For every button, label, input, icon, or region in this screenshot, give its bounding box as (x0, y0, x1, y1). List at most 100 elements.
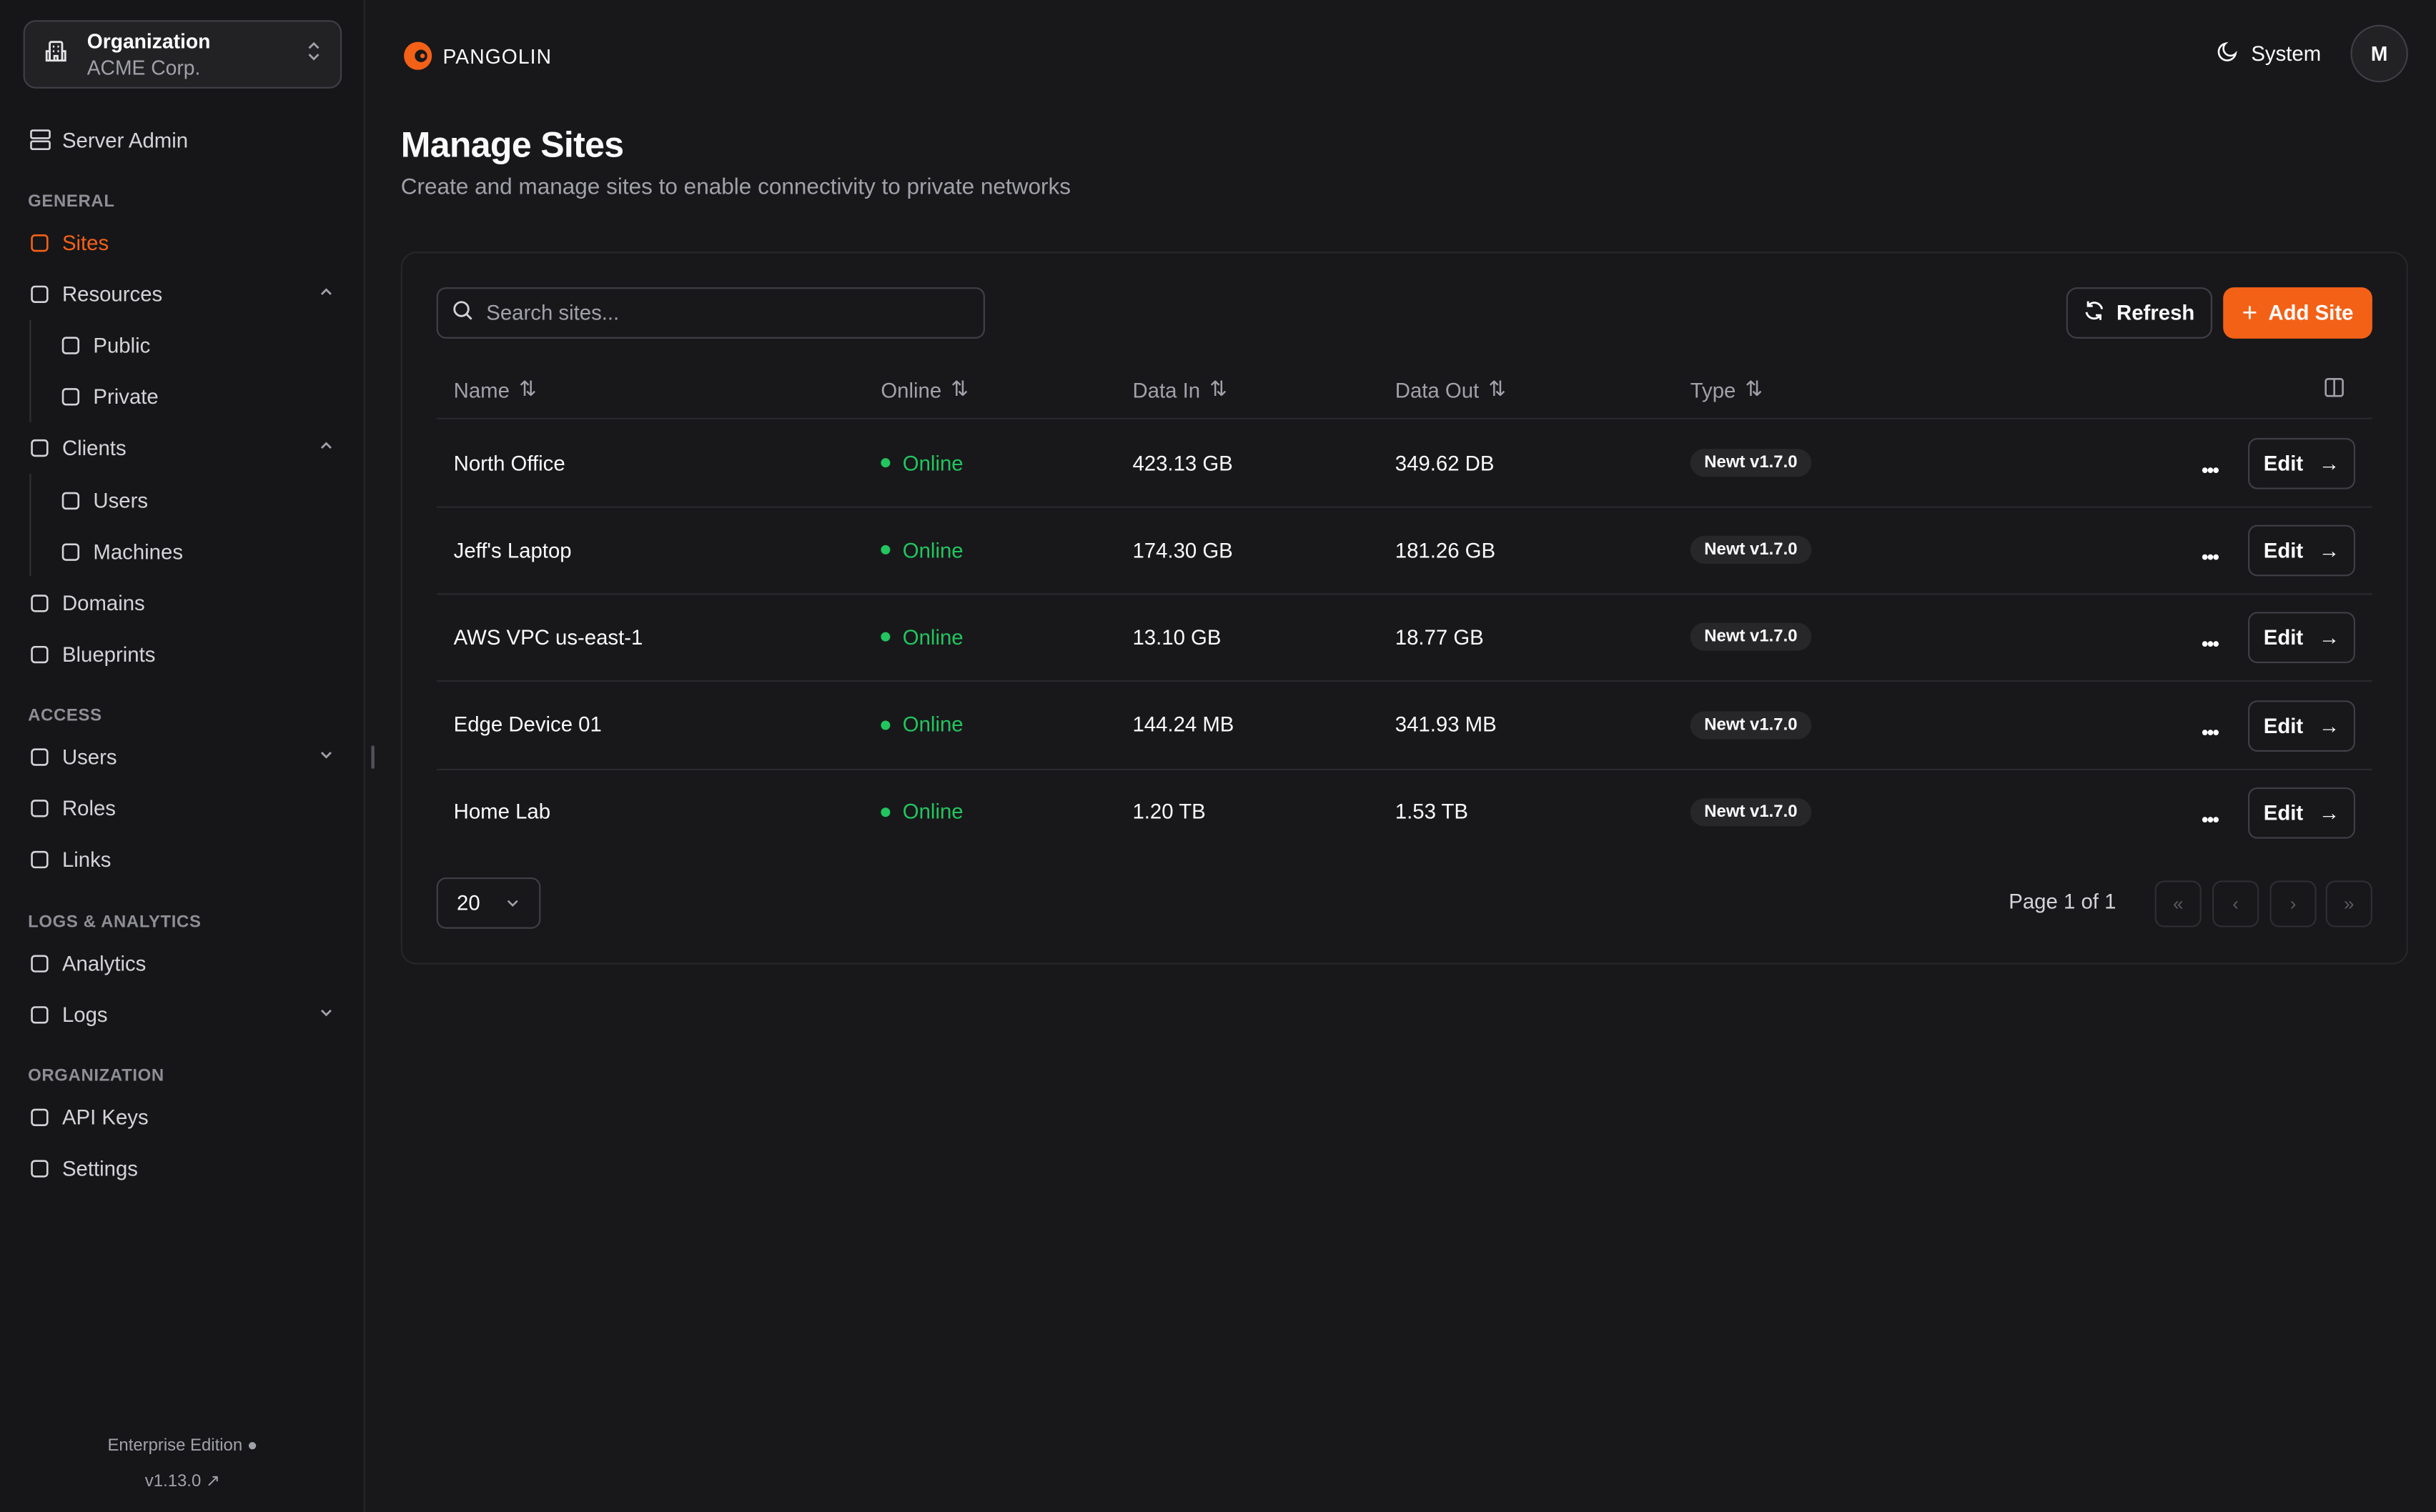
status-online: Online (881, 681, 964, 768)
edition[interactable]: Enterprise Edition ● (0, 1436, 365, 1455)
refresh-button[interactable]: Refresh (2066, 287, 2213, 339)
edit-button[interactable]: Edit → (2248, 612, 2355, 664)
columns-toggle-icon[interactable] (2324, 377, 2345, 405)
sort-icon: ⇅ (951, 377, 969, 401)
sidebar-item-users[interactable]: Users (0, 737, 365, 775)
status-dot-icon (881, 807, 891, 817)
arrow-right-icon: → (2318, 713, 2340, 737)
column-header-data-in[interactable]: Data In ⇅ (1132, 377, 1227, 402)
status-online: Online (881, 768, 964, 855)
chevron-down-icon[interactable] (319, 1002, 335, 1025)
data-out: 181.26 GB (1395, 538, 1496, 562)
arrow-right-icon: → (2318, 452, 2340, 476)
theme-label: System (2251, 41, 2322, 66)
logo[interactable]: PANGOLIN (401, 37, 552, 76)
sidebar-item-resources[interactable]: Resources (0, 275, 365, 312)
sidebar-item-machines[interactable]: Machines (0, 533, 365, 570)
data-out: 341.93 MB (1395, 712, 1497, 737)
edit-label: Edit (2263, 539, 2304, 563)
avatar[interactable]: M (2350, 24, 2408, 83)
next-page-button[interactable]: › (2269, 880, 2317, 927)
last-page-button[interactable]: » (2325, 880, 2372, 927)
column-header-type[interactable]: Type ⇅ (1690, 377, 1763, 402)
sidebar-item-label: Private (93, 384, 159, 408)
search-input[interactable] (486, 301, 984, 325)
status-dot-icon (881, 632, 891, 642)
org-label: Organization (86, 29, 211, 53)
section-general: GENERAL (28, 192, 115, 212)
sidebar-item-roles[interactable]: Roles (0, 789, 365, 826)
search-field[interactable] (436, 287, 985, 339)
edit-button[interactable]: Edit → (2248, 525, 2355, 577)
sidebar-item-label: Public (93, 333, 151, 357)
column-header-name[interactable]: Name ⇅ (454, 377, 537, 402)
add-site-button[interactable]: + Add Site (2223, 287, 2372, 339)
sidebar-item-server-admin[interactable]: Server Admin (0, 121, 365, 159)
prev-page-button[interactable]: ‹ (2212, 880, 2259, 927)
chevron-down-icon (505, 892, 520, 915)
site-name: Home Lab (453, 800, 551, 824)
refresh-label: Refresh (2116, 301, 2195, 325)
edit-button[interactable]: Edit → (2248, 700, 2355, 752)
version-label: v1.13.0 (144, 1472, 202, 1491)
list-icon (28, 1003, 51, 1026)
status-dot-icon (881, 545, 891, 555)
version[interactable]: v1.13.0 ↗ (0, 1471, 365, 1491)
page-size-select[interactable]: 20 (436, 877, 541, 929)
column-header-online[interactable]: Online ⇅ (881, 377, 968, 402)
sidebar-item-logs[interactable]: Logs (0, 995, 365, 1033)
submenu-line (29, 319, 31, 423)
sidebar-item-label: Clients (61, 435, 127, 459)
sidebar-item-links[interactable]: Links (0, 840, 365, 877)
edit-label: Edit (2263, 452, 2304, 476)
section-access: ACCESS (28, 706, 102, 726)
sidebar-item-sites[interactable]: Sites (0, 224, 365, 261)
sidebar-item-settings[interactable]: Settings (0, 1149, 365, 1186)
resources-icon (28, 282, 51, 305)
chevron-up-icon[interactable] (319, 435, 335, 459)
pangolin-logo-icon (401, 37, 435, 76)
type-badge: Newt v1.7.0 (1690, 536, 1812, 564)
sidebar-item-api-keys[interactable]: API Keys (0, 1098, 365, 1135)
status-online: Online (881, 419, 964, 507)
sidebar-item-analytics[interactable]: Analytics (0, 944, 365, 981)
theme-toggle[interactable]: System (2217, 41, 2322, 67)
chevron-up-icon[interactable] (319, 281, 335, 304)
link-icon (28, 847, 51, 871)
page-title: Manage Sites (400, 124, 624, 165)
org-switcher[interactable]: Organization ACME Corp. (23, 20, 342, 89)
more-actions-icon[interactable]: ••• (2201, 545, 2219, 569)
sidebar-item-blueprints[interactable]: Blueprints (0, 635, 365, 672)
arrow-right-icon: → (2318, 801, 2340, 825)
arrow-right-icon: → (2318, 626, 2340, 650)
edit-label: Edit (2263, 626, 2304, 650)
section-organization: ORGANIZATION (28, 1067, 164, 1086)
sidebar-item-domains[interactable]: Domains (0, 584, 365, 621)
type-badge: Newt v1.7.0 (1690, 710, 1812, 739)
sidebar-item-label: Users (61, 745, 117, 768)
sidebar-item-label: Links (61, 847, 112, 871)
first-page-button[interactable]: « (2154, 880, 2202, 927)
table-row: Jeff's Laptop Online 174.30 GB 181.26 GB… (437, 507, 2372, 594)
sidebar-resize-handle[interactable] (371, 745, 375, 769)
more-actions-icon[interactable]: ••• (2201, 807, 2219, 831)
more-actions-icon[interactable]: ••• (2201, 720, 2219, 744)
sidebar-item-public[interactable]: Public (0, 326, 365, 363)
edit-label: Edit (2263, 713, 2304, 737)
sidebar-item-clients[interactable]: Clients (0, 429, 365, 466)
edit-button[interactable]: Edit → (2248, 437, 2355, 489)
gear-icon (28, 1156, 51, 1180)
sidebar-item-users[interactable]: Users (0, 482, 365, 519)
row-divider (436, 767, 2372, 770)
search-icon (452, 299, 473, 326)
sidebar-item-private[interactable]: Private (0, 377, 365, 414)
globe-icon (59, 333, 83, 357)
status-label: Online (902, 538, 964, 562)
edit-button[interactable]: Edit → (2248, 787, 2355, 839)
more-actions-icon[interactable]: ••• (2201, 632, 2219, 657)
sort-icon: ⇅ (1488, 377, 1506, 401)
column-header-data-out[interactable]: Data Out ⇅ (1395, 377, 1506, 402)
more-actions-icon[interactable]: ••• (2201, 458, 2219, 482)
type-badge: Newt v1.7.0 (1690, 797, 1812, 826)
chevron-down-icon[interactable] (319, 744, 335, 767)
